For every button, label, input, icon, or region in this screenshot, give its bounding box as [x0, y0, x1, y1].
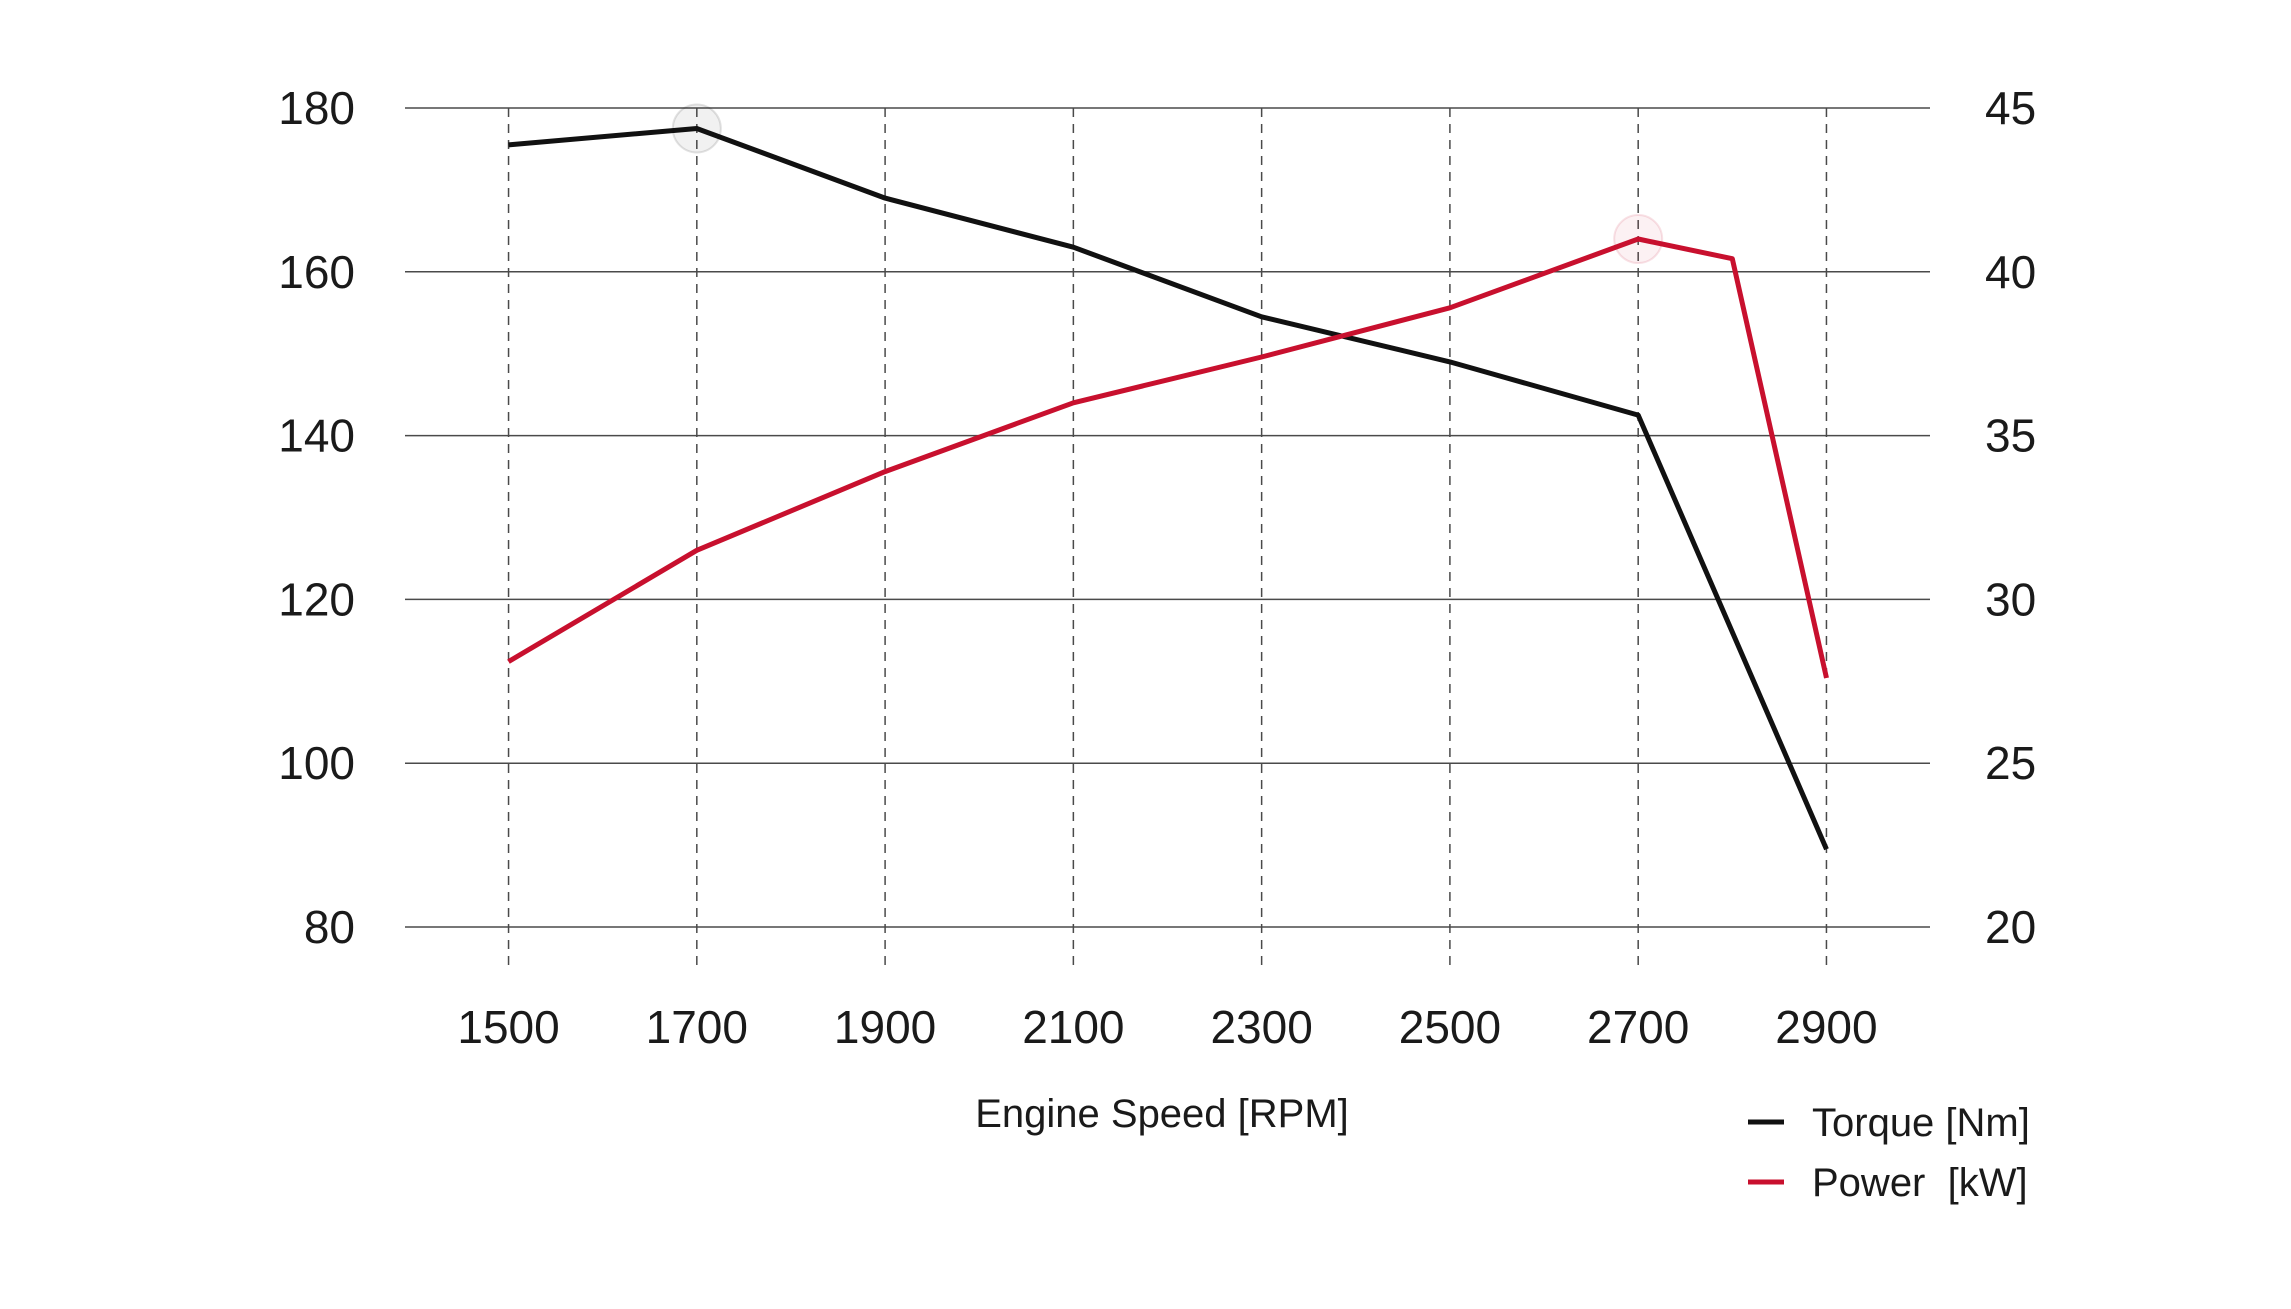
legend-label: Torque [Nm]	[1812, 1101, 2030, 1145]
y-right-tick-label: 45	[1985, 82, 2036, 134]
y-left-tick-label: 120	[278, 573, 355, 625]
highlight-markers	[671, 103, 1664, 265]
y-left-tick-label: 160	[278, 246, 355, 298]
series-lines	[507, 126, 1829, 851]
left-axis-tick-labels: 80 100 120 140 160 180	[278, 82, 355, 953]
y-left-tick-label: 140	[278, 410, 355, 462]
x-tick-label: 2300	[1210, 1001, 1312, 1053]
x-tick-label: 2900	[1775, 1001, 1877, 1053]
legend-label: Power [kW]	[1812, 1161, 2028, 1205]
legend: Torque [Nm] Power [kW]	[1748, 1101, 2030, 1205]
torque-series-line	[508, 126, 1829, 851]
y-left-tick-label: 180	[278, 82, 355, 134]
y-right-tick-label: 35	[1985, 410, 2036, 462]
x-tick-label: 2700	[1587, 1001, 1689, 1053]
horizontal-gridlines	[405, 107, 1930, 928]
highlight-marker-halo	[672, 104, 721, 153]
power-series-line	[507, 236, 1829, 679]
y-left-tick-label: 100	[278, 737, 355, 789]
y-right-tick-label: 20	[1985, 901, 2036, 953]
x-tick-label: 2100	[1022, 1001, 1124, 1053]
x-tick-label: 2500	[1399, 1001, 1501, 1053]
y-right-tick-label: 25	[1985, 737, 2036, 789]
y-left-tick-label: 80	[304, 901, 355, 953]
x-tick-label: 1500	[457, 1001, 559, 1053]
x-axis-tick-labels: 1500 1700 1900 2100 2300 2500 2700 2900	[457, 1001, 1877, 1053]
highlight-marker-halo	[1614, 215, 1663, 264]
x-axis-title: Engine Speed [RPM]	[975, 1092, 1349, 1136]
highlight-marker-ring	[1613, 214, 1664, 265]
x-tick-label: 1900	[834, 1001, 936, 1053]
y-right-tick-label: 40	[1985, 246, 2036, 298]
right-axis-tick-labels: 20 25 30 35 40 45	[1985, 82, 2036, 953]
x-tick-label: 1700	[646, 1001, 748, 1053]
y-right-tick-label: 30	[1985, 573, 2036, 625]
highlight-marker-ring	[671, 103, 722, 154]
